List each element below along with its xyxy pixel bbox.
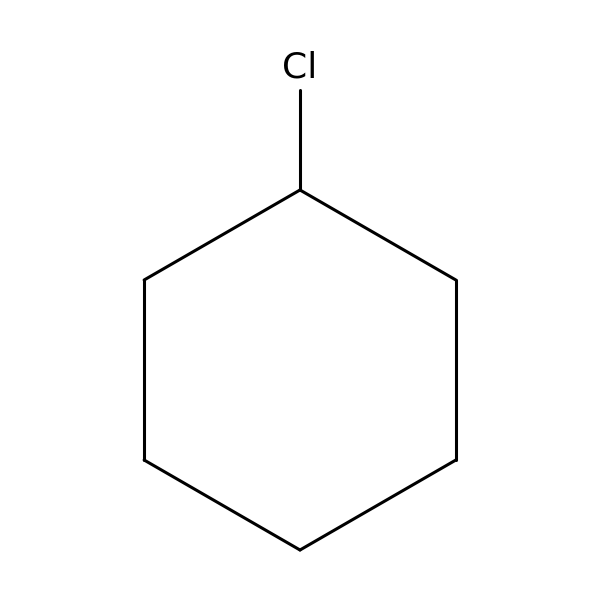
Text: Cl: Cl [283, 51, 317, 85]
